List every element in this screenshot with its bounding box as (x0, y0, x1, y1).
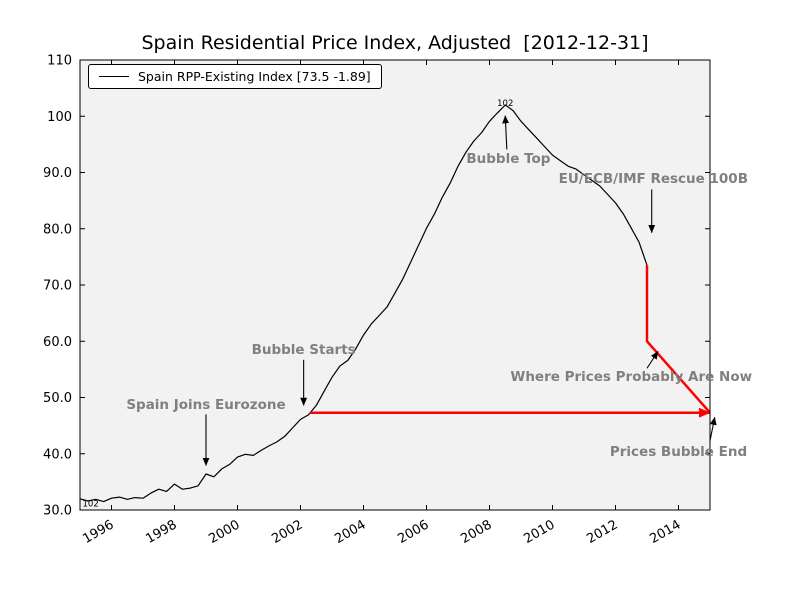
x-tick-label: 2004 (332, 517, 368, 547)
x-tick-label: 1996 (80, 517, 116, 547)
annotation-arrow (646, 350, 659, 369)
x-tick-label: 2000 (206, 517, 242, 547)
series-line-spain-rpp (79, 104, 648, 503)
legend-line-sample-icon (99, 76, 129, 77)
annotation-arrow (502, 115, 510, 150)
legend: Spain RPP-Existing Index [73.5 -1.89] (88, 64, 382, 89)
point-label: 102 (83, 500, 99, 510)
x-tick-label: 2012 (584, 517, 620, 547)
x-tick-label: 2006 (395, 517, 431, 547)
annotation-spain-joins-eurozone: Spain Joins Eurozone (126, 397, 286, 414)
price-drop-projection-line (645, 265, 711, 414)
annotation-bubble-top: Bubble Top (466, 151, 551, 167)
x-tick-label: 2014 (647, 517, 683, 547)
annotation-bubble-starts: Bubble Starts (251, 342, 356, 359)
y-tick-label: 50.0 (43, 391, 72, 406)
y-tick-label: 70.0 (43, 279, 72, 294)
annotation-eu-ecb-imf-rescue-100b: EU/ECB/IMF Rescue 100B (558, 171, 748, 188)
annotation-prices-bubble-end: Prices Bubble End (609, 444, 748, 461)
x-tick-label: 2010 (521, 517, 557, 547)
y-tick-label: 100 (47, 110, 72, 125)
point-label: 102 (497, 99, 513, 109)
x-tick-label: 2002 (269, 517, 305, 547)
y-tick-label: 60.0 (43, 335, 72, 350)
plot-area (80, 60, 710, 510)
annotation-where-prices-probably-are-now: Where Prices Probably Are Now (510, 369, 753, 386)
x-tick-label: 1998 (143, 517, 179, 547)
y-tick-label: 110 (47, 54, 72, 69)
axes-frame (79, 59, 711, 511)
y-tick-label: 30.0 (43, 504, 72, 519)
legend-label: Spain RPP-Existing Index [73.5 -1.89] (138, 69, 371, 84)
y-tick-label: 40.0 (43, 447, 72, 462)
y-tick-label: 90.0 (43, 166, 72, 181)
annotation-arrow (709, 416, 717, 441)
chart-title: Spain Residential Price Index, Adjusted … (141, 32, 649, 54)
x-tick-label: 2008 (458, 517, 494, 547)
y-tick-label: 80.0 (43, 222, 72, 237)
